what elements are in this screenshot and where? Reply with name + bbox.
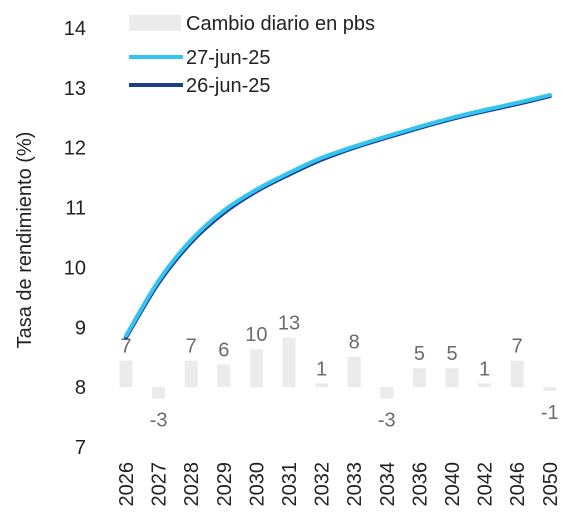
y-axis-label: Tasa de rendimiento (%): [14, 132, 36, 349]
y-tick-label: 12: [64, 138, 86, 160]
bar: [217, 364, 231, 388]
bar: [347, 356, 361, 388]
legend-label: 27-jun-25: [186, 47, 271, 69]
line-27-jun-25: [124, 93, 552, 338]
legend-bar-swatch: [129, 15, 181, 31]
y-tick-label: 10: [64, 257, 86, 279]
x-tick-label: 2027: [149, 462, 171, 507]
legend-label: Cambio diario en pbs: [186, 13, 375, 35]
line-series: [124, 93, 552, 340]
bar-data-label: 13: [278, 313, 300, 335]
y-tick-label: 8: [75, 377, 86, 399]
bar-data-label: 1: [316, 358, 327, 380]
bar: [249, 349, 263, 388]
x-tick-label: 2026: [116, 462, 138, 507]
bar: [152, 387, 166, 399]
bar: [119, 360, 133, 388]
y-tick-label: 11: [65, 198, 86, 220]
bar-data-label: 7: [120, 336, 131, 358]
bar: [543, 387, 557, 391]
bar-data-label: -3: [150, 410, 168, 432]
bar: [510, 360, 524, 388]
x-tick-label: 2050: [540, 462, 561, 507]
x-tick-label: 2042: [475, 462, 497, 507]
line-26-jun-25: [124, 94, 552, 340]
bar: [315, 383, 329, 388]
bar-data-label: 7: [186, 336, 197, 358]
legend: Cambio diario en pbs 27-jun-25 26-jun-25: [129, 13, 375, 97]
bar-data-label: 5: [446, 343, 457, 365]
bar: [445, 368, 459, 388]
x-tick-label: 2033: [344, 462, 366, 507]
bar: [282, 337, 296, 388]
x-tick-label: 2032: [312, 462, 334, 507]
bar: [184, 360, 198, 388]
x-tick-label: 2030: [246, 462, 268, 507]
bar-data-label: -3: [378, 410, 396, 432]
x-tick-label: 2046: [507, 462, 529, 507]
bar: [412, 368, 426, 388]
bar-data-label: 7: [512, 336, 523, 358]
y-tick-label: 7: [75, 437, 86, 459]
bar-data-label: 5: [414, 343, 425, 365]
y-axis-ticks: 7 8 9 10 11 12 13 14: [64, 18, 86, 459]
x-tick-label: 2040: [442, 462, 464, 507]
bar-data-label: 1: [479, 358, 490, 380]
y-tick-label: 14: [64, 18, 86, 40]
bar: [380, 387, 394, 399]
y-tick-label: 9: [75, 317, 86, 339]
x-tick-label: 2034: [377, 462, 399, 507]
bar: [478, 383, 492, 388]
bar-series: [119, 337, 557, 399]
legend-label: 26-jun-25: [186, 75, 271, 97]
bar-data-label: 6: [218, 339, 229, 361]
y-tick-label: 13: [64, 78, 86, 100]
x-axis-ticks: 2026 2027 2028 2029 2030 2031 2032 2033 2034 2036…: [116, 462, 561, 507]
x-tick-label: 2028: [181, 462, 203, 507]
bar-data-label: 8: [349, 332, 360, 354]
bar-data-label: 10: [245, 324, 267, 346]
bar-data-label: -1: [541, 402, 559, 424]
x-tick-label: 2031: [279, 462, 301, 507]
x-tick-label: 2036: [409, 462, 431, 507]
x-tick-label: 2029: [214, 462, 236, 507]
